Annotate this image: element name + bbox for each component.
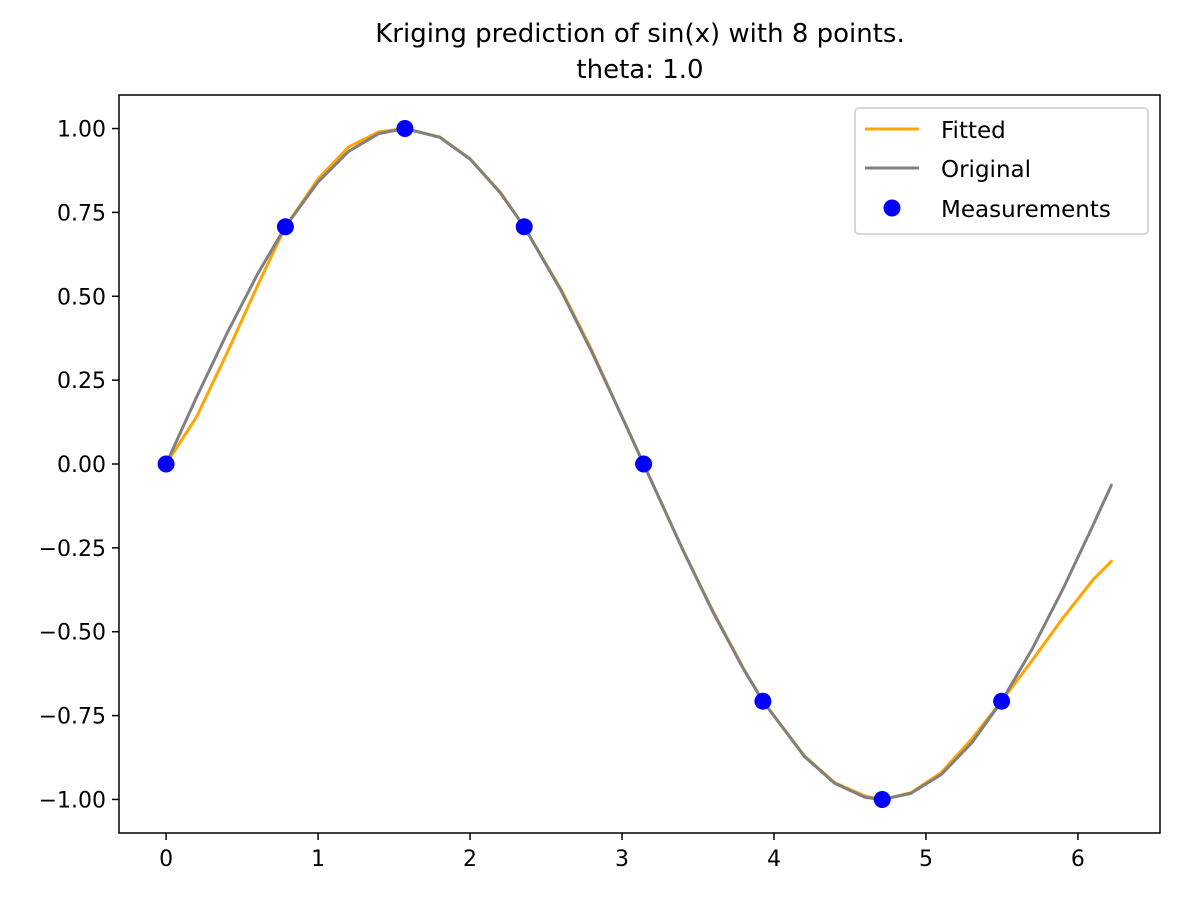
measurement-point [754, 692, 772, 710]
legend-entry-original: Original [865, 157, 1031, 183]
y-tick-label: 0.00 [57, 453, 106, 478]
y-tick-label: −0.25 [39, 537, 106, 562]
legend-swatch-measurements [883, 199, 901, 217]
legend-label-fitted: Fitted [941, 118, 1006, 144]
legend-label-original: Original [941, 157, 1031, 183]
measurement-point [276, 218, 294, 236]
legend-label-measurements: Measurements [941, 197, 1111, 223]
y-tick-label: 0.75 [57, 201, 106, 226]
measurement-point [635, 455, 653, 473]
y-tick-label: −1.00 [39, 788, 106, 813]
measurement-point [157, 455, 175, 473]
x-tick-label: 4 [767, 847, 781, 872]
legend-entry-fitted: Fitted [865, 118, 1006, 144]
legend: Fitted Original Measurements [854, 107, 1149, 235]
y-tick-label: −0.50 [39, 621, 106, 646]
measurement-point [993, 692, 1011, 710]
x-tick-label: 5 [919, 847, 933, 872]
y-tick-label: 0.25 [57, 369, 106, 394]
ticks-layer: 0 1 2 3 4 5 6 1.00 0.75 0.50 0.25 0.00 −0.25 −0.50 −0.… [39, 118, 1085, 872]
x-tick-label: 6 [1071, 847, 1085, 872]
y-tick-label: −0.75 [39, 705, 106, 730]
chart-subtitle: theta: 1.0 [576, 55, 703, 85]
legend-box [854, 107, 1149, 235]
legend-entry-measurements: Measurements [883, 197, 1111, 223]
measurement-point [515, 218, 533, 236]
y-tick-label: 0.50 [57, 285, 106, 310]
measurement-point [396, 120, 414, 137]
x-tick-label: 2 [463, 847, 477, 872]
x-tick-label: 3 [615, 847, 629, 872]
y-tick-label: 1.00 [57, 118, 106, 143]
chart-title: Kriging prediction of sin(x) with 8 poin… [375, 19, 905, 49]
axes-frame [118, 94, 1161, 834]
measurement-point [873, 791, 891, 808]
x-tick-label: 0 [159, 847, 173, 872]
x-tick-label: 1 [311, 847, 325, 872]
plot-layer [157, 120, 1113, 808]
